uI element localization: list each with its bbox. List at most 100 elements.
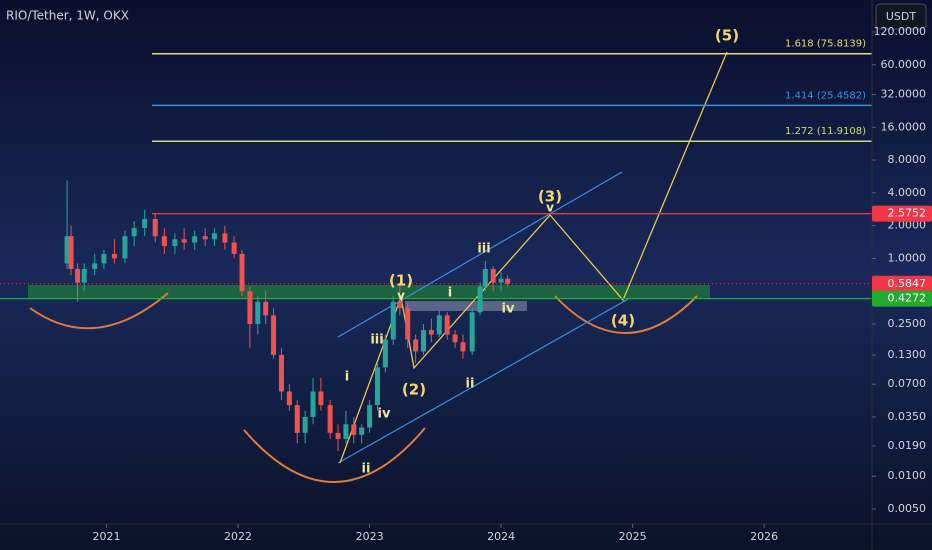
candle-body (152, 219, 158, 237)
candle-body (382, 339, 388, 368)
candle-body (302, 416, 308, 433)
candle-body (318, 391, 324, 406)
price-badge (872, 290, 932, 307)
candle-body (64, 236, 70, 264)
price-badge-label: 0.4272 (888, 292, 927, 305)
candle-body (75, 268, 81, 283)
y-tick-label: 0.0350 (888, 410, 927, 423)
candle-body (413, 339, 419, 352)
price-badge (872, 275, 932, 292)
y-tick-label: 1.0000 (888, 251, 927, 264)
candle-body (310, 391, 316, 417)
candle-body (142, 219, 148, 229)
y-tick-label: 60.0000 (881, 58, 927, 71)
wave-label: iv (378, 407, 391, 422)
y-tick-label: 0.0700 (888, 377, 927, 390)
candle-body (452, 334, 458, 343)
candle-body (359, 427, 365, 435)
arc (29, 292, 169, 330)
candle-body (222, 233, 228, 243)
x-tick-label: 2026 (750, 530, 778, 543)
candle-body (247, 291, 253, 324)
candle-body (490, 268, 496, 283)
x-tick-label: 2021 (93, 530, 121, 543)
candle-body (255, 301, 261, 324)
drawings (0, 51, 872, 483)
arc (243, 427, 426, 483)
wave-label: (3) (538, 188, 562, 206)
candle-body (498, 278, 504, 283)
y-tick-label: 16.0000 (881, 120, 927, 133)
candle-body (505, 278, 511, 284)
wave-label: iii (370, 333, 383, 348)
candle-body (351, 424, 357, 435)
arc (554, 295, 698, 334)
candle-body (482, 268, 488, 287)
wave-label: iii (477, 242, 490, 257)
price-badge-label: 0.5847 (888, 277, 927, 290)
candle-body (192, 236, 198, 243)
wave-label: (1) (389, 272, 413, 290)
y-tick-label: 2.0000 (888, 219, 927, 232)
wave-label: iv (502, 302, 515, 317)
wave-label: v (546, 201, 554, 215)
candle-body (202, 236, 208, 240)
candle-body (327, 405, 333, 433)
price-badge-label: 2.5752 (888, 207, 927, 220)
candle-body (81, 268, 87, 283)
wave-label: v (397, 289, 405, 303)
y-tick-label: 120.0000 (874, 25, 927, 38)
wave-label: ii (362, 462, 371, 477)
candle-body (421, 330, 427, 352)
candle-body (374, 367, 380, 406)
y-tick-label: 0.2500 (888, 317, 927, 330)
candle-body (122, 236, 128, 259)
candle-body (131, 228, 137, 237)
candle-body (161, 236, 167, 247)
wave-label: (2) (402, 381, 426, 399)
wave-label: ii (466, 377, 475, 392)
support-zone (28, 285, 710, 298)
channel-line (337, 297, 631, 464)
fib-label: 1.414 (25.4582) (785, 90, 866, 101)
channel-line (337, 171, 623, 338)
candle-body (343, 424, 349, 439)
candle-body (428, 330, 434, 335)
x-tick-label: 2023 (356, 530, 384, 543)
gray-zone (405, 301, 527, 311)
candle-body (111, 253, 117, 259)
candle-body (263, 301, 269, 316)
x-tick-label: 2024 (487, 530, 515, 543)
candle-body (172, 239, 178, 247)
y-tick-label: 0.0100 (888, 469, 927, 482)
candle-body (390, 301, 396, 340)
candle-body (92, 263, 98, 269)
candle-body (278, 354, 284, 392)
candle-body (469, 312, 475, 352)
wave-label: i (448, 286, 452, 301)
candle-body (211, 233, 217, 240)
y-tick-label: 0.0190 (888, 439, 927, 452)
candle-body (181, 239, 187, 243)
currency-label[interactable]: USDT (886, 10, 917, 23)
x-tick-label: 2025 (619, 530, 647, 543)
wave-label: i (345, 370, 349, 385)
candle-body (294, 405, 300, 433)
fib-label: 1.618 (75.8139) (785, 39, 866, 50)
price-badge (872, 205, 932, 222)
currency-button[interactable] (875, 3, 927, 30)
candle-body (444, 315, 450, 335)
y-tick-label: 0.0050 (888, 502, 927, 515)
candle-body (477, 286, 483, 313)
candle-body (286, 391, 292, 406)
wave-label: (4) (611, 312, 635, 330)
y-tick-label: 8.0000 (888, 153, 927, 166)
x-tick-label: 2022 (224, 530, 252, 543)
symbol-title: RIO/Tether, 1W, OKX (6, 9, 129, 23)
candle-body (239, 253, 245, 292)
candle-body (460, 342, 466, 352)
fib-label: 1.272 (11.9108) (785, 126, 866, 137)
